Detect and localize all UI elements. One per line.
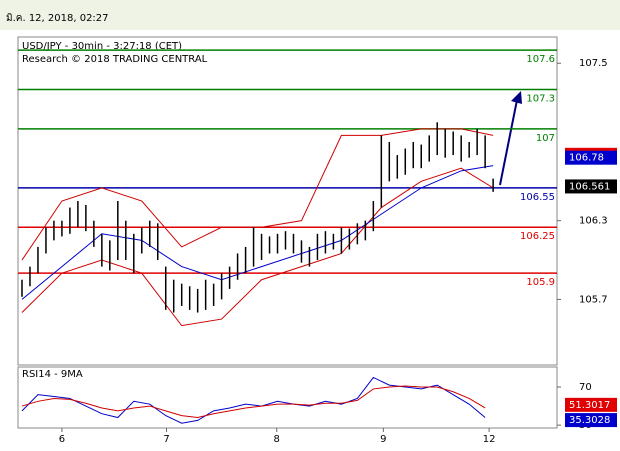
rsi-line <box>21 385 486 419</box>
rsi-line <box>21 376 486 424</box>
y-tick-label: 107.5 <box>579 58 608 69</box>
level-label: 107.6 <box>526 54 555 65</box>
price-tag-label: 106.78 <box>569 153 604 164</box>
y-tick-label: 105.7 <box>579 294 608 305</box>
timestamp: มิ.ค. 12, 2018, 02:27 <box>6 13 109 24</box>
level-label: 105.9 <box>526 277 555 288</box>
x-tick-label: 6 <box>59 434 65 445</box>
overlay-line <box>21 128 494 261</box>
top-bar <box>0 0 620 30</box>
level-label: 106.55 <box>520 192 555 203</box>
rsi-title: RSI14 - 9MA <box>22 369 83 380</box>
level-label: 106.25 <box>520 231 555 242</box>
y-tick-label: 70 <box>579 382 592 393</box>
price-tag <box>565 150 617 165</box>
price-tag-label: 35.3028 <box>569 415 610 426</box>
y-tick-label: 106.3 <box>579 216 608 227</box>
chart-title: USD/JPY - 30min - 3:27:18 (CET) <box>22 41 182 52</box>
price-tag-label: 106.561 <box>569 181 610 192</box>
price-panel <box>17 36 558 366</box>
x-tick-label: 9 <box>380 434 386 445</box>
arrow-head <box>511 91 522 104</box>
x-tick-label: 12 <box>483 434 496 445</box>
price-tag <box>565 413 617 428</box>
level-label: 107 <box>536 133 555 144</box>
chart-subtitle: Research © 2018 TRADING CENTRAL <box>22 54 208 65</box>
price-tag-label: 51.3017 <box>569 400 610 411</box>
price-tag <box>565 397 617 412</box>
price-tag <box>565 179 617 194</box>
level-label: 107.3 <box>526 93 555 104</box>
rsi-panel <box>17 366 558 429</box>
x-tick-label: 8 <box>274 434 280 445</box>
forecast-arrow <box>499 99 518 186</box>
x-tick-label: 7 <box>163 434 169 445</box>
